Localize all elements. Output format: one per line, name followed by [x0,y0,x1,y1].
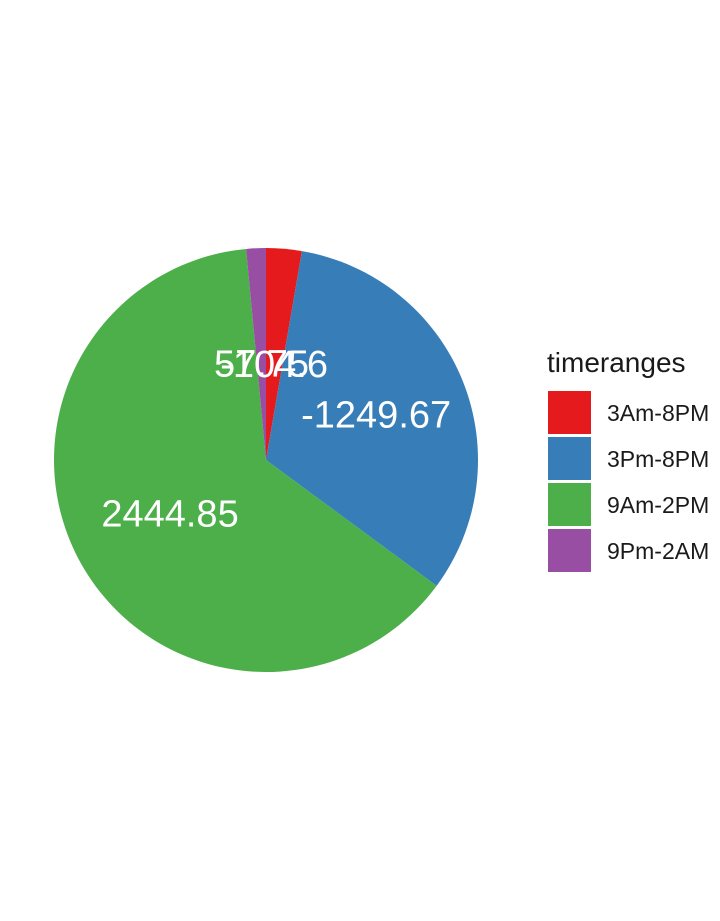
pie-slice-labels: -104.6 -1249.67 2444.85 57.75 [101,344,451,536]
pie-slices [54,248,478,673]
legend-label: 3Pm-8PM [607,446,709,472]
legend-label: 9Pm-2AM [607,538,709,564]
legend-swatch [548,391,591,434]
legend-swatch [548,483,591,526]
pie-slice-9pm-2am [246,248,266,460]
legend-swatch [548,529,591,572]
slice-value-label: 57.75 [214,344,309,386]
slice-value-label: -1249.67 [301,395,451,437]
slice-value-label: -104.6 [220,344,328,386]
legend-swatch [548,437,591,480]
legend-label: 3Am-8PM [607,400,709,426]
legend-label: 9Am-2PM [607,492,709,518]
pie-slice-3am-8pm [266,248,302,460]
legend-items: 3Am-8PM 3Pm-8PM 9Am-2PM 9Pm-2AM [548,391,709,572]
pie-slice-3pm-8pm [266,251,478,586]
pie-slice-9am-2pm [54,248,437,673]
legend-title: timeranges [547,347,686,378]
legend: timeranges 3Am-8PM 3Pm-8PM 9Am-2PM 9Pm-2AM [547,347,709,572]
slice-value-label: 2444.85 [101,493,238,535]
